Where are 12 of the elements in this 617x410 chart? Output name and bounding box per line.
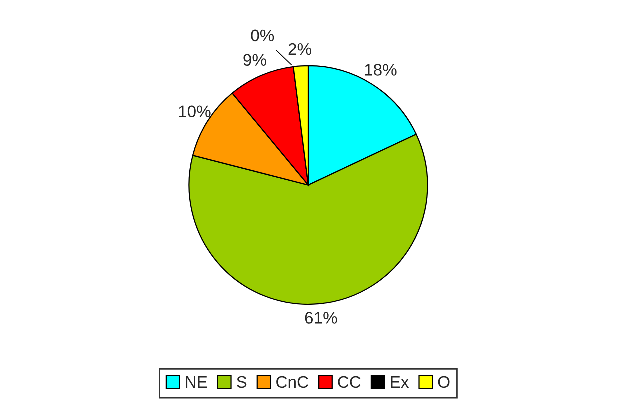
text: 0%: [251, 30, 274, 42]
data-label: 2%: [288, 43, 312, 56]
legend-label: S: [237, 376, 247, 388]
legend-label: CnC: [276, 376, 308, 388]
data-label: 10%: [179, 106, 211, 118]
data-label: 18%: [365, 64, 397, 76]
legend-label: Ex: [391, 376, 410, 388]
legend-label: CC: [338, 376, 361, 388]
data-label: 61%: [305, 312, 338, 324]
legend-label: O: [438, 376, 450, 388]
legend-label: NE: [186, 376, 208, 388]
data-label: 9%: [244, 54, 266, 66]
